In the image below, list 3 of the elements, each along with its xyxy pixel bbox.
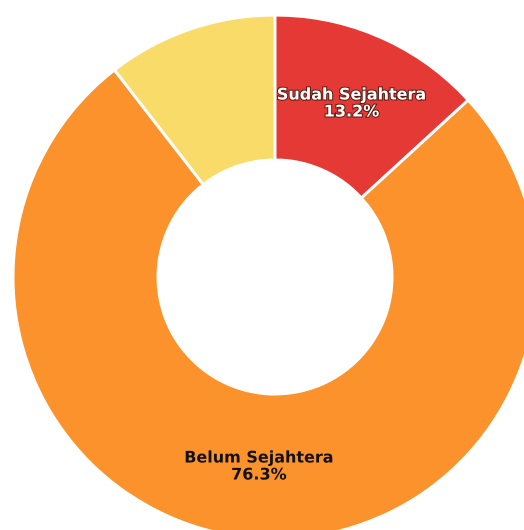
data-label: 76.3% <box>231 464 287 484</box>
slice-label: Belum Sejahtera <box>184 448 334 467</box>
slice-label: Sudah Sejahtera <box>276 84 426 104</box>
